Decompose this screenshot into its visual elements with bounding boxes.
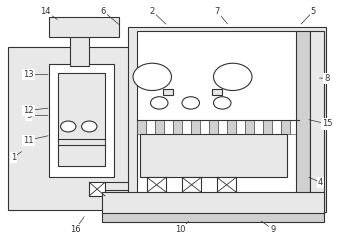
Bar	[102, 192, 324, 215]
Bar	[49, 64, 114, 177]
Bar	[128, 27, 326, 212]
Bar	[212, 89, 222, 95]
Text: 13: 13	[23, 70, 34, 79]
Bar	[70, 35, 89, 66]
Text: 1: 1	[10, 153, 16, 162]
Bar	[173, 120, 182, 134]
Bar	[58, 73, 105, 166]
Text: 10: 10	[175, 225, 186, 234]
Text: 7: 7	[214, 7, 220, 16]
Bar	[217, 177, 236, 192]
Text: 2: 2	[150, 7, 155, 16]
Bar	[263, 120, 272, 134]
Bar	[102, 213, 324, 222]
Circle shape	[182, 97, 199, 109]
Bar	[290, 120, 299, 134]
Bar	[140, 134, 287, 177]
Text: 8: 8	[324, 74, 330, 83]
Bar	[164, 120, 173, 134]
Bar	[146, 120, 155, 134]
Bar	[209, 120, 218, 134]
Text: 9: 9	[270, 225, 276, 234]
Bar	[182, 177, 201, 192]
Circle shape	[133, 63, 172, 91]
Circle shape	[214, 63, 252, 91]
Bar	[245, 120, 254, 134]
Bar	[136, 120, 146, 134]
Text: 5: 5	[311, 7, 316, 16]
Text: 16: 16	[70, 225, 80, 234]
Bar	[254, 120, 263, 134]
Bar	[218, 120, 227, 134]
Bar	[281, 120, 290, 134]
Bar	[182, 120, 191, 134]
Bar	[200, 120, 209, 134]
Bar	[8, 47, 147, 210]
Text: 14: 14	[40, 7, 51, 16]
Bar	[310, 31, 324, 210]
Bar	[296, 31, 310, 210]
Bar	[147, 177, 166, 192]
Bar	[155, 120, 163, 134]
Text: 3: 3	[26, 111, 32, 120]
Text: 4: 4	[318, 178, 323, 187]
Bar	[89, 182, 105, 196]
Bar	[136, 31, 299, 210]
Text: 6: 6	[100, 7, 106, 16]
Bar	[272, 120, 281, 134]
Text: 12: 12	[23, 106, 34, 115]
Text: 15: 15	[322, 120, 332, 128]
Circle shape	[61, 121, 76, 132]
Circle shape	[150, 97, 168, 109]
Bar	[49, 17, 119, 37]
Bar	[227, 120, 236, 134]
Circle shape	[82, 121, 97, 132]
Text: 11: 11	[23, 136, 34, 145]
Bar	[163, 89, 173, 95]
Bar	[191, 120, 200, 134]
Circle shape	[214, 97, 231, 109]
Bar	[236, 120, 245, 134]
